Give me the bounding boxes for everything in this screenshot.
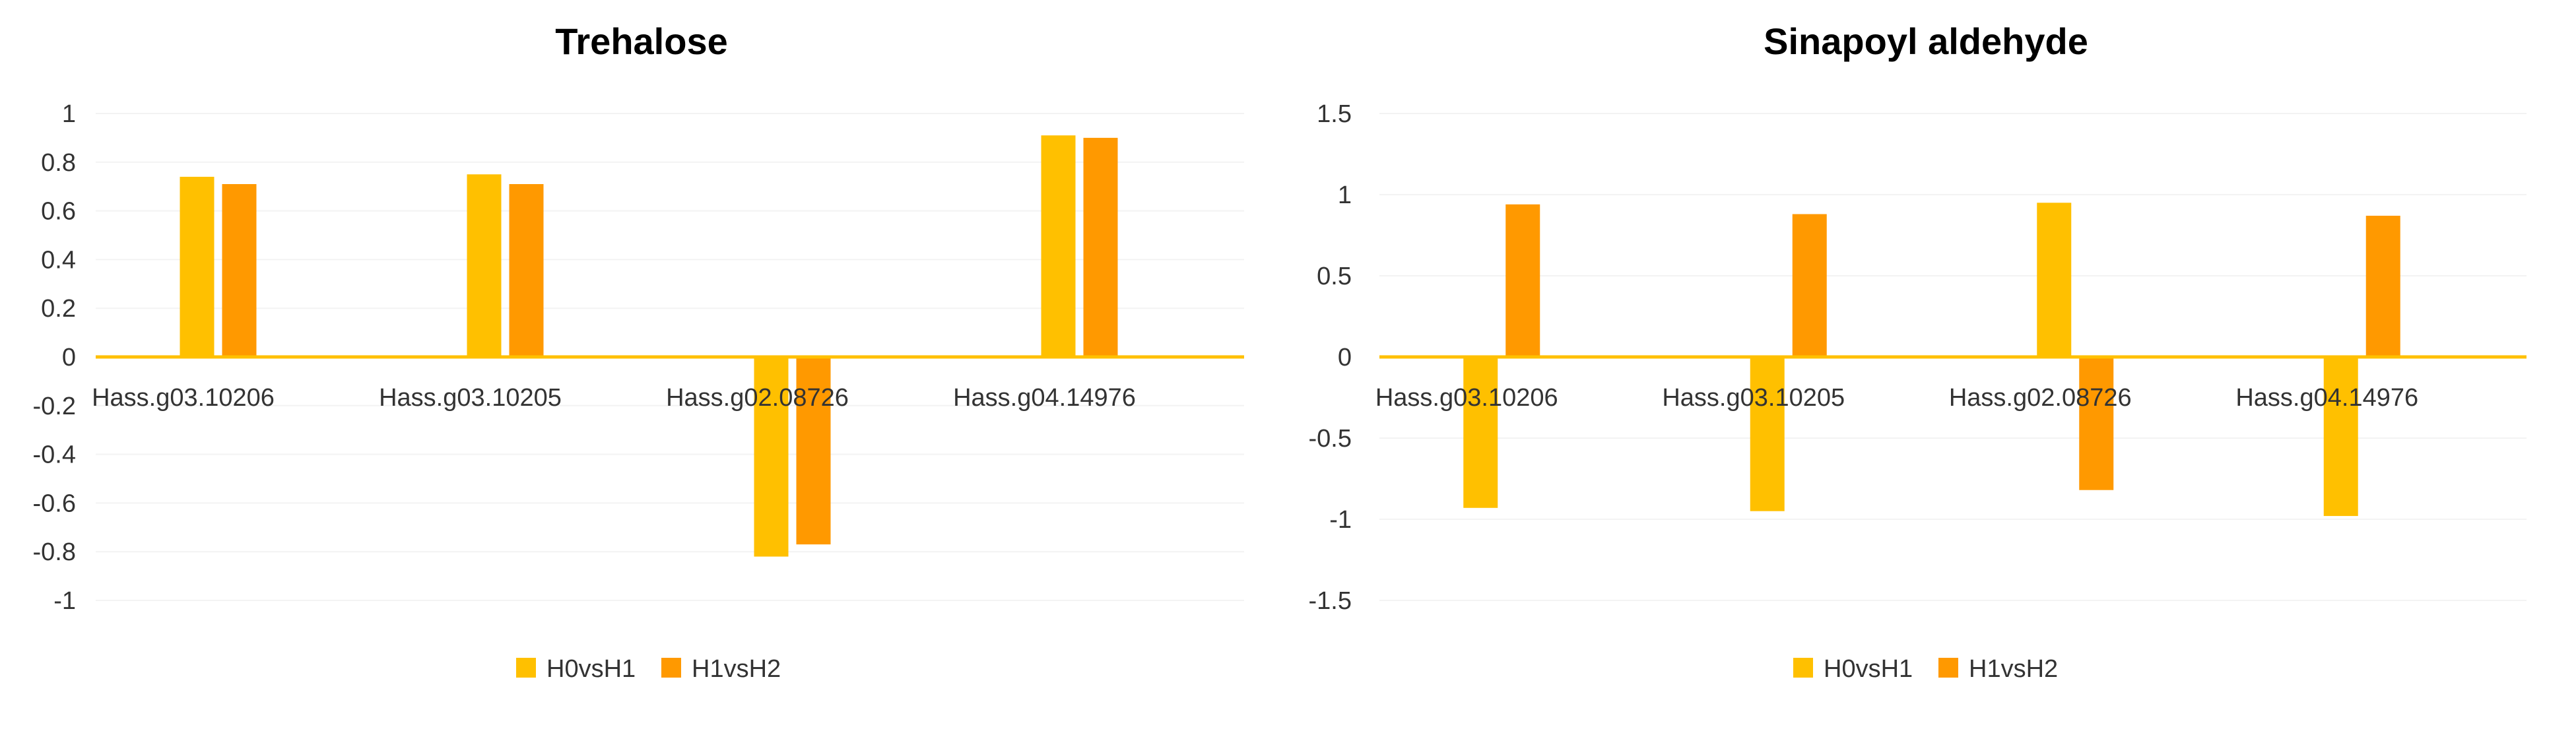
y-tick-label: -0.4 xyxy=(33,441,76,469)
legend-label-h1vsh2: H1vsH2 xyxy=(692,655,781,683)
y-tick-label: -0.8 xyxy=(33,538,76,566)
y-tick-label: -0.6 xyxy=(33,490,76,517)
x-axis-labels: Hass.g03.10206 Hass.g03.10205 Hass.g02.087… xyxy=(92,384,1136,412)
legend: H0vsH1 H1vsH2 xyxy=(516,655,781,683)
bars xyxy=(1463,203,2400,517)
x-tick-label: Hass.g03.10205 xyxy=(379,384,562,412)
legend-swatch-h1vsh2 xyxy=(661,658,681,678)
bar-h0vsh1-hass-g04-14976 xyxy=(1041,135,1076,357)
y-tick-label: 0.4 xyxy=(41,246,76,274)
y-axis-ticks: 1 0.8 0.6 0.4 0.2 0 -0.2 -0.4 -0.6 -0.8 -1 xyxy=(33,100,76,615)
bar-h0vsh1-hass-g03-10206 xyxy=(180,176,215,357)
x-tick-label: Hass.g02.08726 xyxy=(1949,384,2132,412)
x-tick-label: Hass.g03.10206 xyxy=(92,384,275,412)
y-tick-label: 1 xyxy=(62,100,76,128)
legend: H0vsH1 H1vsH2 xyxy=(1793,655,2058,683)
bar-h1vsh2-hass-g02-08726 xyxy=(2079,357,2114,490)
legend-swatch-h1vsh2 xyxy=(1938,658,1958,678)
x-tick-label: Hass.g03.10205 xyxy=(1662,384,1845,412)
legend-swatch-h0vsh1 xyxy=(516,658,536,678)
bar-h0vsh1-hass-g03-10205 xyxy=(467,174,502,357)
y-tick-label: 1.5 xyxy=(1317,100,1352,128)
legend-label-h1vsh2: H1vsH2 xyxy=(1969,655,2058,683)
bar-h1vsh2-hass-g04-14976 xyxy=(1083,137,1118,357)
y-tick-label: -0.2 xyxy=(33,393,76,420)
y-axis-ticks: 1.5 1 0.5 0 -0.5 -1 -1.5 xyxy=(1309,100,1352,615)
chart-trehalose: Trehalose 1 0.8 0.6 0.4 0.2 0 -0.2 -0.4 -0.6 -0.8… xyxy=(33,20,1244,683)
bar-h1vsh2-hass-g03-10205 xyxy=(1792,214,1827,357)
bar-h0vsh1-hass-g03-10205 xyxy=(1750,357,1785,511)
x-tick-label: Hass.g04.14976 xyxy=(2235,384,2418,412)
y-tick-label: 0.2 xyxy=(41,295,76,323)
y-tick-label: 0 xyxy=(62,344,76,371)
bars xyxy=(180,135,1118,557)
legend-label-h0vsh1: H0vsH1 xyxy=(1824,655,1913,683)
bar-h0vsh1-hass-g02-08726 xyxy=(2037,203,2072,357)
chart-sinapoyl-aldehyde: Sinapoyl aldehyde 1.5 1 0.5 0 -0.5 -1 -1.5 Has… xyxy=(1309,20,2526,683)
y-tick-label: 0.6 xyxy=(41,198,76,226)
bar-h1vsh2-hass-g04-14976 xyxy=(2365,215,2400,357)
legend-label-h0vsh1: H0vsH1 xyxy=(546,655,636,683)
bar-h1vsh2-hass-g03-10206 xyxy=(1505,204,1540,357)
y-tick-label: 0 xyxy=(1338,344,1352,371)
y-tick-label: 0.5 xyxy=(1317,263,1352,290)
gridlines xyxy=(96,113,1244,601)
bar-h0vsh1-hass-g02-08726 xyxy=(754,357,789,557)
y-tick-label: -1 xyxy=(53,587,76,615)
x-tick-label: Hass.g04.14976 xyxy=(953,384,1136,412)
x-tick-label: Hass.g03.10206 xyxy=(1375,384,1558,412)
y-tick-label: 0.8 xyxy=(41,149,76,177)
bar-h0vsh1-hass-g03-10206 xyxy=(1463,357,1498,508)
x-tick-label: Hass.g02.08726 xyxy=(666,384,849,412)
bar-h1vsh2-hass-g02-08726 xyxy=(796,357,831,545)
bar-h0vsh1-hass-g04-14976 xyxy=(2323,357,2358,517)
y-tick-label: -0.5 xyxy=(1309,425,1352,453)
x-axis-labels: Hass.g03.10206 Hass.g03.10205 Hass.g02.087… xyxy=(1375,384,2418,412)
y-tick-label: -1.5 xyxy=(1309,587,1352,615)
legend-swatch-h0vsh1 xyxy=(1793,658,1813,678)
chart-title: Sinapoyl aldehyde xyxy=(1764,20,2088,62)
y-tick-label: -1 xyxy=(1329,506,1352,534)
bar-h1vsh2-hass-g03-10205 xyxy=(509,184,544,357)
chart-title: Trehalose xyxy=(555,20,727,62)
y-tick-label: 1 xyxy=(1338,181,1352,209)
bar-h1vsh2-hass-g03-10206 xyxy=(222,184,257,357)
